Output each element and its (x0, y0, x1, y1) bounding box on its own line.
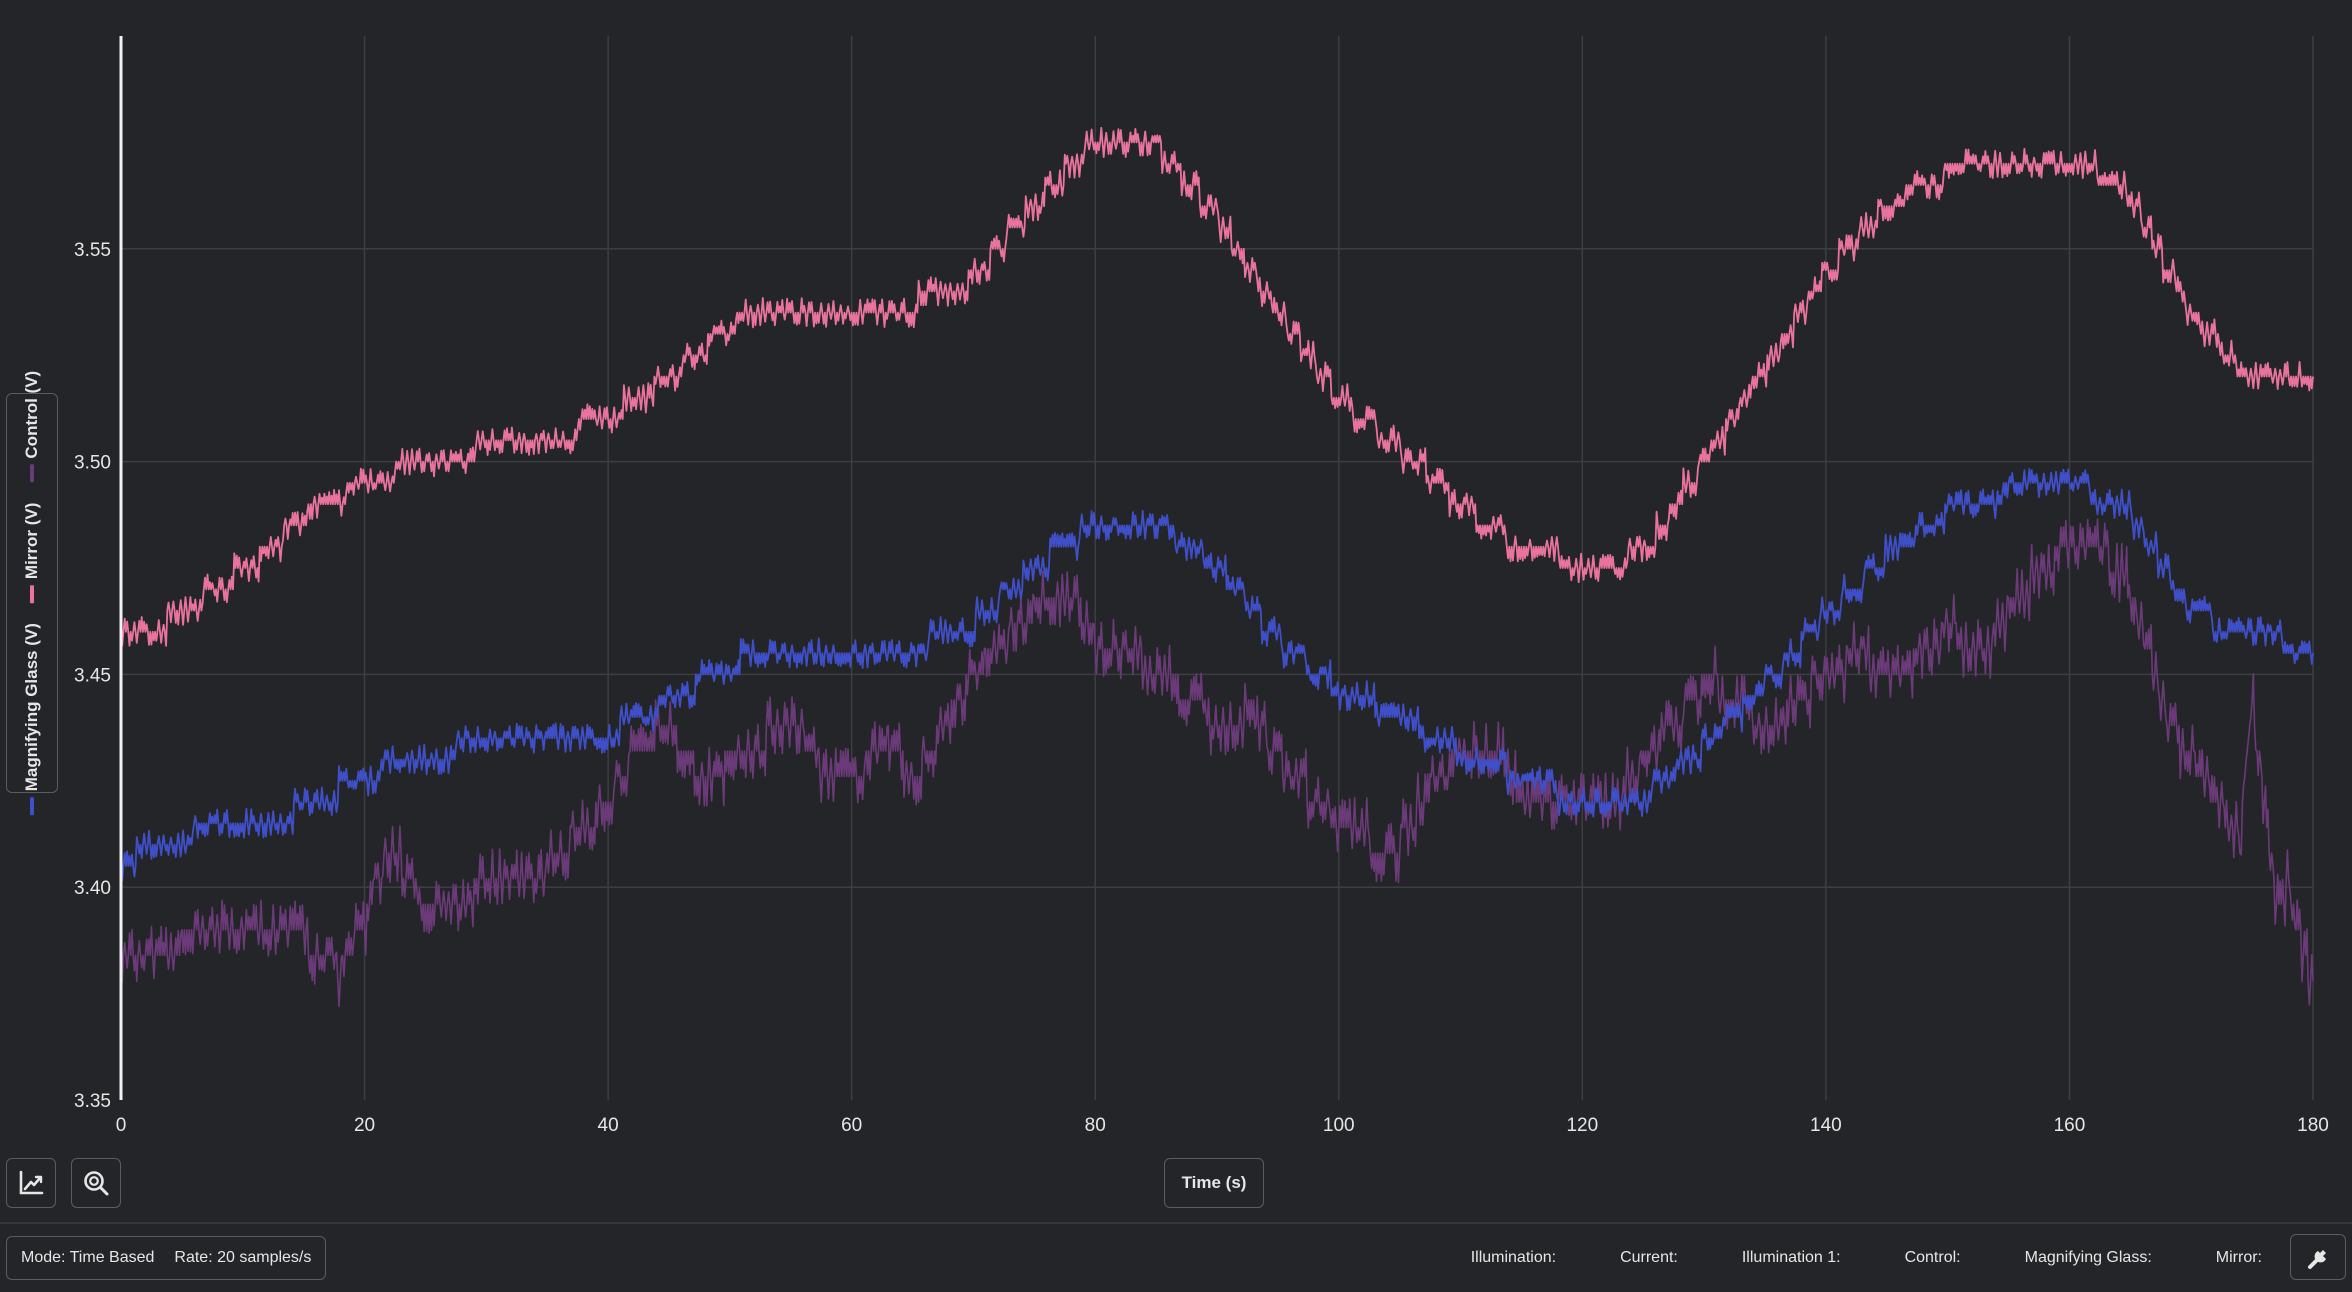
series-layer (120, 126, 2314, 1008)
zoom-button[interactable] (71, 1158, 121, 1208)
mode-status-box[interactable]: Mode: Time Based Rate: 20 samples/s (6, 1236, 327, 1280)
axes-chart-icon (19, 1170, 44, 1195)
x-tick-label: 60 (841, 1115, 862, 1136)
x-tick-label: 20 (354, 1115, 375, 1136)
legend-label: Mirror (V) (22, 502, 41, 580)
x-tick-label: 120 (1566, 1115, 1598, 1136)
settings-button[interactable] (2290, 1234, 2346, 1280)
y-tick-labels: 3.35 3.40 3.45 3.50 3.55 (74, 240, 111, 1112)
x-tick-label: 0 (116, 1115, 127, 1136)
current-readout: Current: (1620, 1249, 1678, 1266)
mode-text: Mode: Time Based (21, 1249, 155, 1266)
y-tick-label: 3.55 (74, 240, 111, 261)
zoom-magnifier-icon (84, 1171, 109, 1196)
x-tick-label: 100 (1323, 1115, 1355, 1136)
x-tick-label: 40 (598, 1115, 619, 1136)
series-line-mirror-v (120, 126, 2314, 647)
y-axis-legend[interactable]: Magnifying Glass (V) Mirror (V) Control (V… (6, 371, 58, 816)
magnifying-glass-readout: Magnifying Glass: (2024, 1249, 2152, 1266)
legend-swatch (30, 797, 34, 816)
x-tick-label: 180 (2297, 1115, 2329, 1136)
legend-item-magnifying-glass-v[interactable]: Magnifying Glass (V) (22, 623, 42, 816)
x-axis-label[interactable]: Time (s) (1164, 1158, 1264, 1208)
series-line-control-v (120, 518, 2314, 1008)
legend-swatch (30, 464, 34, 483)
mirror-readout: Mirror: (2215, 1249, 2262, 1266)
x-tick-label: 140 (1810, 1115, 1842, 1136)
x-tick-label: 160 (2054, 1115, 2086, 1136)
sensor-readouts: Illumination: Current: Illumination 1: C… (1407, 1236, 2262, 1280)
legend-label: Control (V) (22, 370, 41, 459)
x-tick-label: 80 (1085, 1115, 1106, 1136)
status-divider (0, 1222, 2352, 1224)
wrench-icon (2308, 1250, 2326, 1269)
illumination-readout: Illumination: (1470, 1249, 1557, 1266)
legend-item-control-v[interactable]: Control (V) (22, 371, 42, 483)
illumination-1-readout: Illumination 1: (1741, 1249, 1841, 1266)
legend-item-mirror-v[interactable]: Mirror (V) (22, 503, 42, 604)
line-chart[interactable]: 0 20 40 60 80 100 120 140 160 180 3.35 3.40 3.45 3.5… (0, 0, 2352, 1160)
y-tick-label: 3.45 (74, 665, 111, 686)
legend-items: Magnifying Glass (V) Mirror (V) Control (V… (22, 371, 42, 816)
control-readout: Control: (1904, 1249, 1961, 1266)
series-line-magnifying-glass-v (120, 468, 2314, 882)
rate-text: Rate: 20 samples/s (174, 1249, 312, 1266)
reset-view-button[interactable] (6, 1158, 56, 1208)
x-tick-labels: 0 20 40 60 80 100 120 140 160 180 (116, 1115, 2329, 1136)
legend-swatch (30, 585, 34, 604)
y-tick-label: 3.50 (74, 453, 111, 474)
legend-label: Magnifying Glass (V) (22, 623, 41, 792)
y-tick-label: 3.40 (74, 878, 111, 899)
y-tick-label: 3.35 (74, 1091, 111, 1112)
